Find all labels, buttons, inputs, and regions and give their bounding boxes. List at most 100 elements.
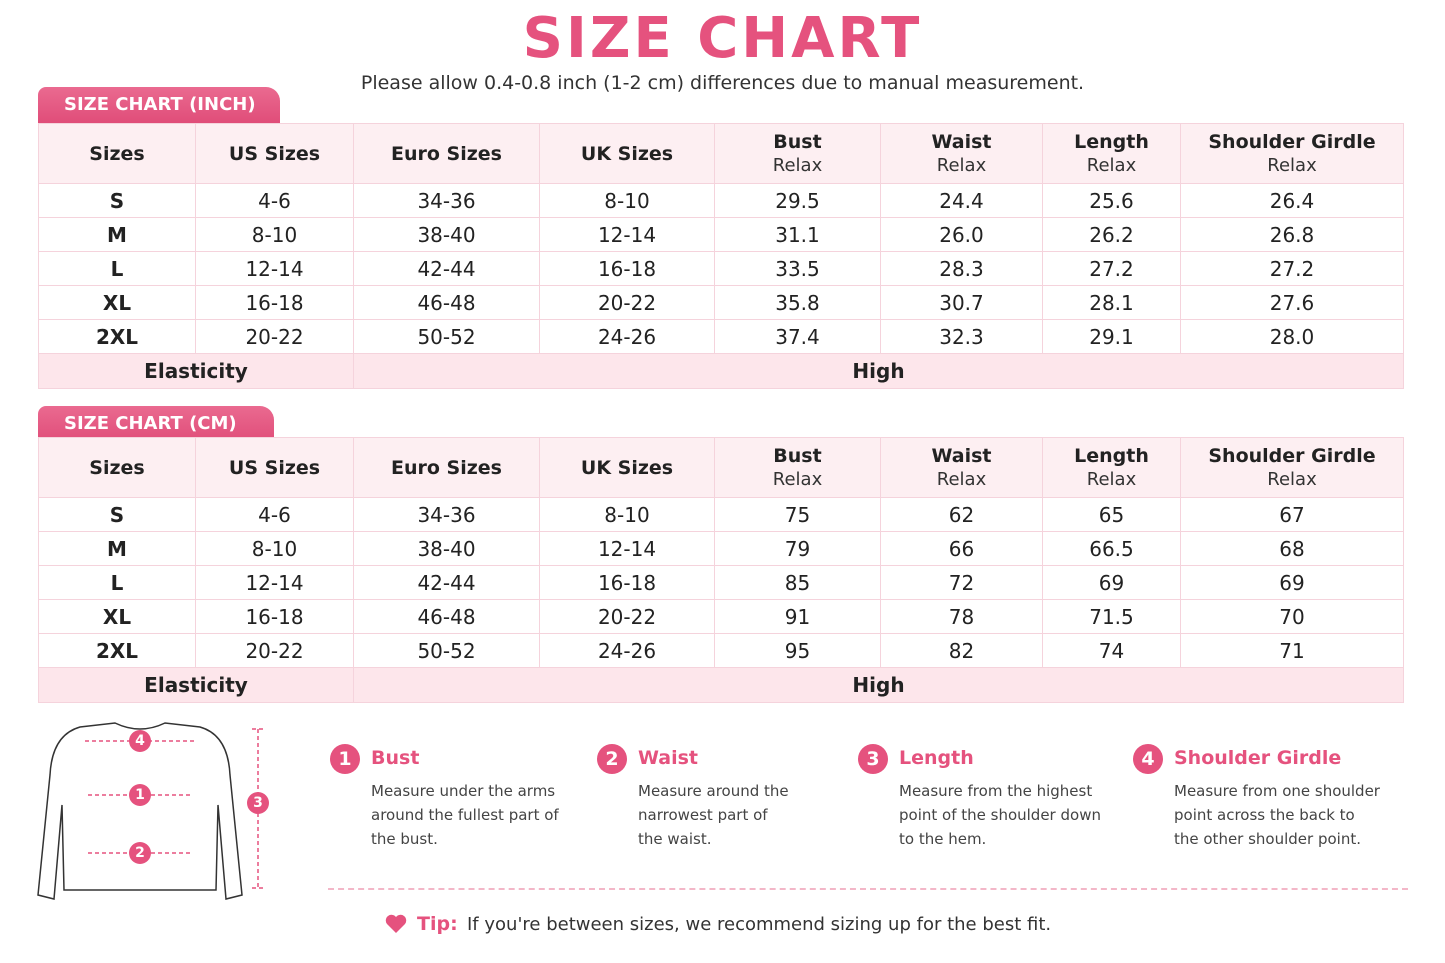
table-row: 2XL 20-22 50-52 24-26 95 82 74 71 — [38, 633, 1404, 668]
column-name: US Sizes — [228, 142, 321, 165]
cell: 29.5 — [714, 183, 881, 218]
tip-text: If you're between sizes, we recommend si… — [467, 914, 1052, 935]
cell: 70 — [1180, 599, 1404, 634]
measurement-number: 4 — [1133, 744, 1163, 774]
column-name: Length — [1074, 444, 1149, 467]
measurement-title: Bust — [371, 747, 420, 769]
measurement-number: 1 — [330, 744, 360, 774]
column-name: Shoulder Girdle — [1208, 444, 1376, 467]
cell: 30.7 — [880, 285, 1043, 320]
cell: 20-22 — [195, 633, 354, 668]
cell: 65 — [1042, 497, 1181, 532]
table-row: M 8-10 38-40 12-14 31.1 26.0 26.2 26.8 — [38, 217, 1404, 252]
cell: 8-10 — [539, 183, 715, 218]
cell: 12-14 — [195, 251, 354, 286]
cell: 16-18 — [539, 565, 715, 600]
column-name: Shoulder Girdle — [1208, 130, 1376, 153]
measurement-text: Measure around the — [638, 782, 789, 800]
measurement-text: Measure from the highest — [899, 782, 1093, 800]
column-name: Euro Sizes — [391, 456, 502, 479]
measurement-text: point of the shoulder down — [899, 806, 1101, 824]
column-sub: Relax — [936, 468, 987, 490]
cell: 67 — [1180, 497, 1404, 532]
column-header: UK Sizes — [539, 437, 715, 498]
measurement-text: around the fullest part of — [371, 806, 559, 824]
marker: 4 — [135, 733, 145, 749]
cell: XL — [38, 285, 196, 320]
measurement-title: Waist — [638, 747, 699, 769]
measurement-text: Measure from one shoulder — [1174, 782, 1380, 800]
cell: 34-36 — [353, 497, 540, 532]
measurement: 1 Bust Measure under the arms around the fu… — [330, 744, 600, 854]
column-header: Euro Sizes — [353, 437, 540, 498]
cell: 27.2 — [1042, 251, 1181, 286]
column-name: UK Sizes — [580, 456, 674, 479]
column-header: Shoulder Girdle Relax — [1180, 123, 1404, 184]
marker: 1 — [135, 787, 145, 803]
table-row: 2XL 20-22 50-52 24-26 37.4 32.3 29.1 28.0 — [38, 319, 1404, 354]
cell: 26.4 — [1180, 183, 1404, 218]
cell: 25.6 — [1042, 183, 1181, 218]
footer-label: Elasticity — [38, 353, 354, 389]
divider — [328, 888, 1408, 890]
column-name: Bust — [773, 444, 822, 467]
footer-row: Elasticity High — [38, 353, 1404, 389]
measurement-text: narrowest part of — [638, 806, 768, 824]
cell: 69 — [1180, 565, 1404, 600]
cell: XL — [38, 599, 196, 634]
measurement-text: to the hem. — [899, 830, 987, 848]
column-sub: Relax — [772, 468, 823, 490]
column-name: Waist — [931, 444, 992, 467]
measurement-number: 3 — [858, 744, 888, 774]
cell: M — [38, 531, 196, 566]
measurement: 2 Waist Measure around the narrowest part o… — [597, 744, 867, 854]
title: SIZE CHART — [522, 6, 923, 71]
cell: 27.2 — [1180, 251, 1404, 286]
cell: 26.0 — [880, 217, 1043, 252]
cell: 20-22 — [539, 599, 715, 634]
column-header: Length Relax — [1042, 123, 1181, 184]
header-row: Sizes US Sizes Euro Sizes UK Sizes Bust Relax… — [38, 437, 1404, 498]
cell: 27.6 — [1180, 285, 1404, 320]
heart-icon — [385, 914, 407, 933]
column-sub: Relax — [1267, 154, 1317, 176]
cell: 66.5 — [1042, 531, 1181, 566]
table-row: XL 16-18 46-48 20-22 91 78 71.5 70 — [38, 599, 1404, 634]
column-sub: Relax — [772, 154, 823, 176]
column-name: Sizes — [89, 456, 145, 479]
subtitle: Please allow 0.4-0.8 inch (1-2 cm) diffe… — [360, 72, 1085, 94]
cell: 31.1 — [714, 217, 881, 252]
cell: 79 — [714, 531, 881, 566]
column-sub: Relax — [1267, 468, 1317, 490]
cell: 16-18 — [195, 285, 354, 320]
measurement-text: the waist. — [638, 830, 712, 848]
footer-row: Elasticity High — [38, 667, 1404, 703]
cell: 28.0 — [1180, 319, 1404, 354]
cell: 33.5 — [714, 251, 881, 286]
column-sub: Relax — [1086, 468, 1137, 490]
cell: 12-14 — [539, 217, 715, 252]
cell: 50-52 — [353, 319, 540, 354]
cell: 74 — [1042, 633, 1181, 668]
cell: 12-14 — [195, 565, 354, 600]
table-row: S 4-6 34-36 8-10 75 62 65 67 — [38, 497, 1404, 532]
cell: 29.1 — [1042, 319, 1181, 354]
cell: 75 — [714, 497, 881, 532]
column-name: Euro Sizes — [391, 142, 502, 165]
column-header: UK Sizes — [539, 123, 715, 184]
cell: S — [38, 183, 196, 218]
cell: 37.4 — [714, 319, 881, 354]
cell: 24-26 — [539, 319, 715, 354]
measurement-text: the bust. — [371, 830, 438, 848]
cell: 69 — [1042, 565, 1181, 600]
cell: 71.5 — [1042, 599, 1181, 634]
table-tab: SIZE CHART (INCH) — [38, 87, 280, 123]
cell: 91 — [714, 599, 881, 634]
cell: 32.3 — [880, 319, 1043, 354]
cell: 38-40 — [353, 531, 540, 566]
cell: 68 — [1180, 531, 1404, 566]
measurement-text: the other shoulder point. — [1174, 830, 1361, 848]
cell: 42-44 — [353, 565, 540, 600]
cell: 34-36 — [353, 183, 540, 218]
